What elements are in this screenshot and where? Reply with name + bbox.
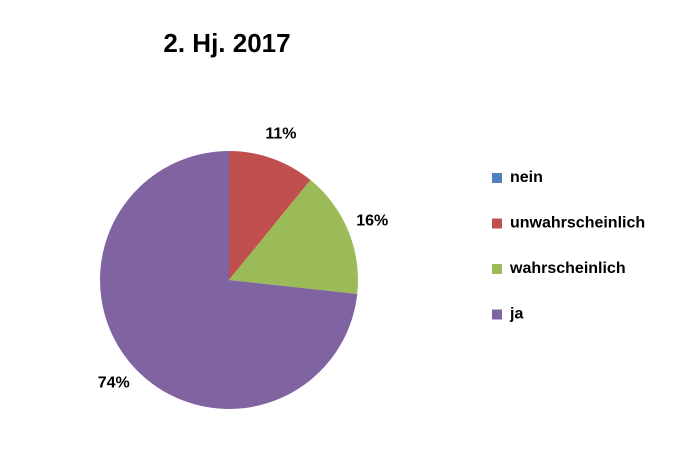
chart-title: 2. Hj. 2017 bbox=[163, 28, 290, 58]
pie-slice bbox=[229, 151, 311, 280]
legend-label: wahrscheinlich bbox=[509, 260, 626, 277]
legend-swatch bbox=[492, 309, 502, 320]
legend-swatch bbox=[492, 173, 502, 183]
data-label: 74% bbox=[98, 375, 130, 392]
pie-slice bbox=[229, 180, 358, 295]
legend-label: ja bbox=[509, 306, 523, 323]
legend-swatch bbox=[492, 264, 502, 274]
legend-label: nein bbox=[510, 169, 543, 186]
legend-swatch bbox=[492, 218, 502, 229]
data-label: 16% bbox=[356, 213, 388, 230]
legend-label: unwahrscheinlich bbox=[510, 215, 645, 232]
data-label: 11% bbox=[265, 125, 296, 142]
pie-slice bbox=[99, 151, 358, 409]
